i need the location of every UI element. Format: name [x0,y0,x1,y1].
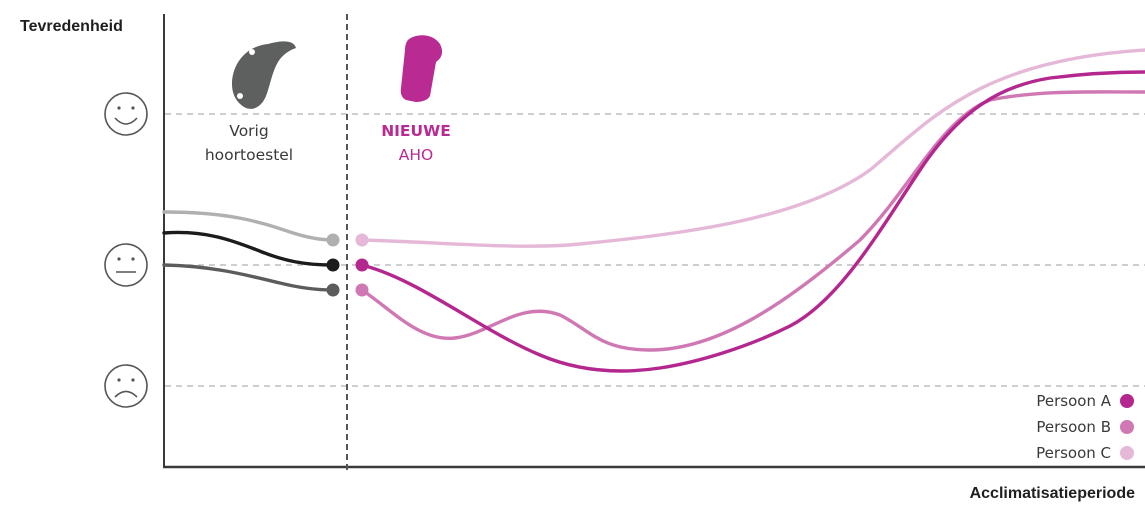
legend-swatch-persoon-b [1120,420,1134,434]
x-axis-title: Acclimatisatieperiode [970,485,1136,502]
legend-label-persoon-c: Persoon C [1036,444,1111,462]
series-persoon-c-start-point [356,234,369,247]
previous-caption-line1: Vorig [229,122,268,140]
happy-face-icon [105,93,147,135]
legend: Persoon A Persoon B Persoon C [1036,392,1134,462]
y-axis-title: Tevredenheid [20,18,123,35]
previous-curve-c [164,212,333,240]
previous-point-c [327,234,340,247]
neutral-face-icon [105,244,147,286]
previous-point-a [327,259,340,272]
previous-point-b [327,284,340,297]
legend-swatch-persoon-c [1120,446,1134,460]
series-persoon-b-start-point [356,284,369,297]
legend-swatch-persoon-a [1120,394,1134,408]
previous-device-series [164,212,340,297]
legend-label-persoon-b: Persoon B [1036,418,1111,436]
series-persoon-a-line [362,72,1145,371]
previous-caption-line2: hoortoestel [205,146,293,164]
series-persoon-b-line [362,92,1145,350]
previous-curve-b [164,265,333,290]
new-device-series [356,50,1145,371]
series-persoon-a-start-point [356,259,369,272]
series-persoon-c-line [362,50,1145,246]
previous-hearing-aid-icon [232,41,296,108]
sad-face-icon [105,365,147,407]
gridlines [165,114,1145,386]
legend-label-persoon-a: Persoon A [1036,392,1111,410]
new-hearing-aid-icon [401,35,442,102]
new-caption-line1: NIEUWE [381,122,451,140]
new-caption-line2: AHO [399,146,433,164]
